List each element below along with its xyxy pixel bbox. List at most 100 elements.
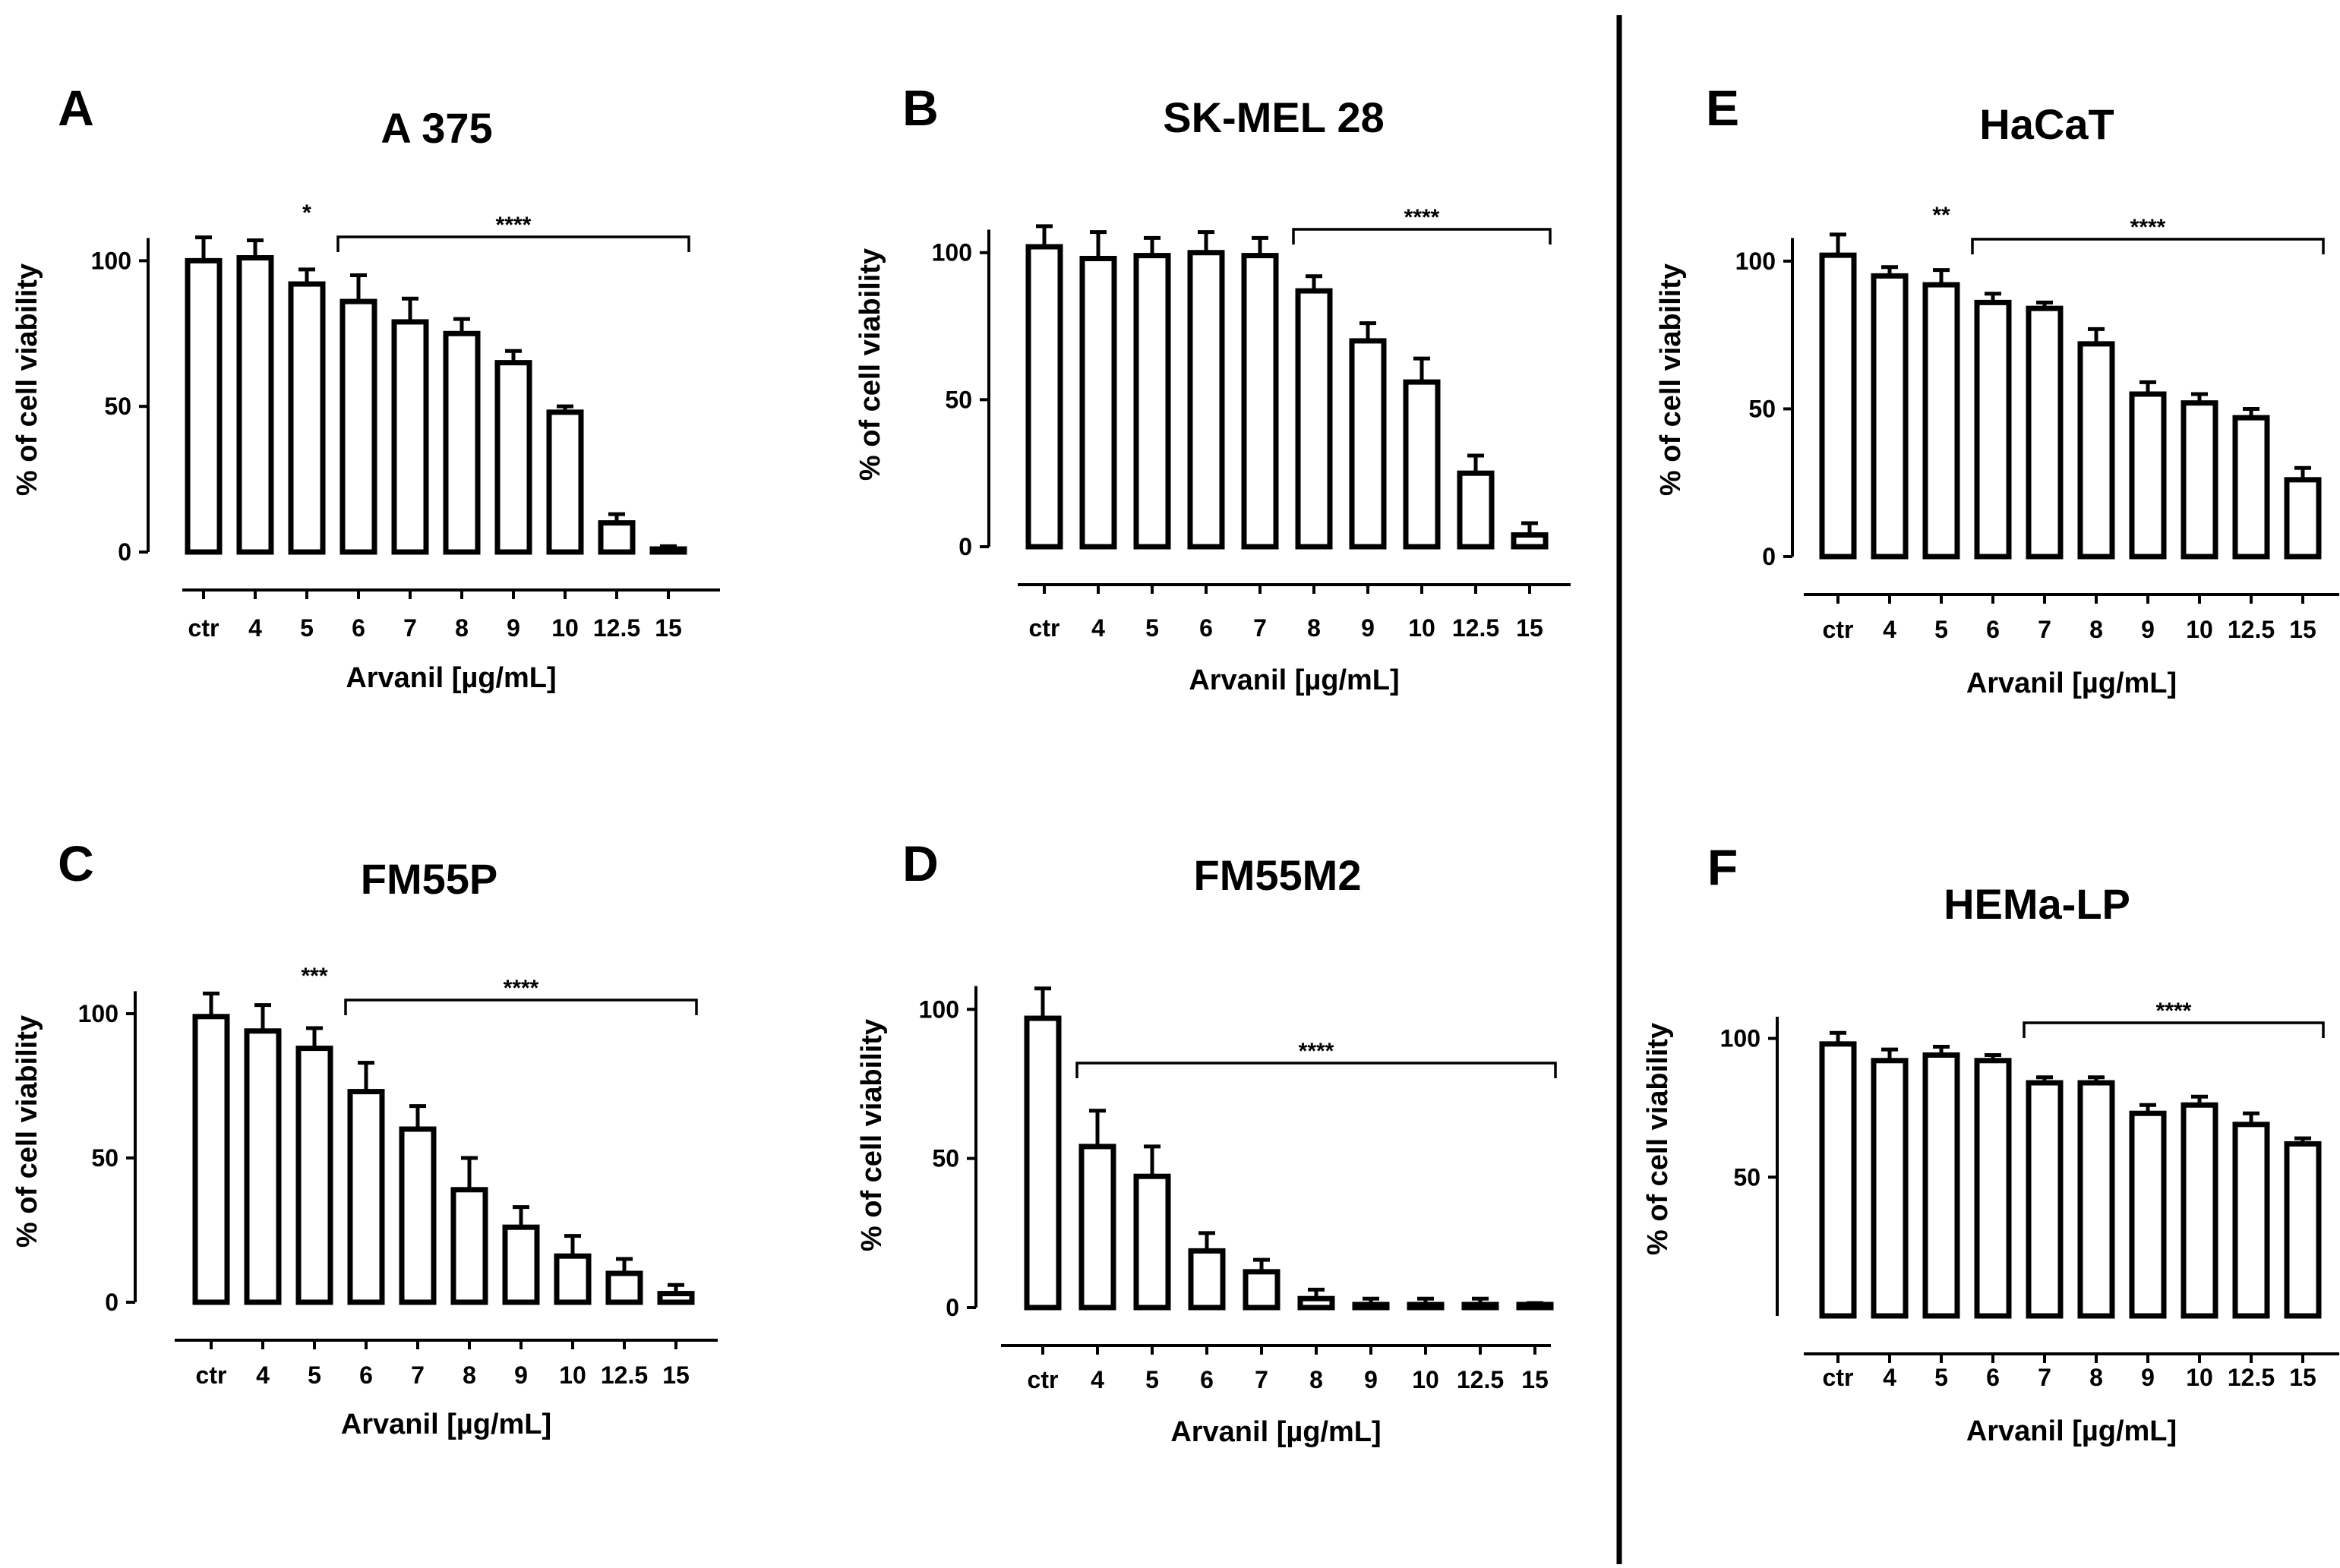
panel-letter: C [58,835,94,891]
y-axis-title: % of cell viability [1655,263,1687,496]
error-bar-7 [402,296,418,322]
error-bar-10 [1417,1296,1434,1305]
error-bar-12-5 [616,1257,633,1273]
y-tick-label-50: 50 [945,386,972,413]
bar-12-5 [598,520,636,555]
chart-title: SK-MEL 28 [1163,93,1384,141]
x-tick-label-7: 7 [2038,1364,2051,1391]
x-axis-title: Arvanil [µg/mL] [1966,1415,2177,1447]
error-bar-15 [668,1282,684,1294]
error-bar-9 [505,349,522,363]
y-tick-label-100: 100 [91,247,131,274]
error-bar-ctr [1034,986,1051,1019]
x-tick-label-10: 10 [559,1361,586,1389]
bar-4 [1871,1058,1909,1319]
bar-9 [2129,391,2167,560]
y-tick-label-0: 0 [946,1294,959,1321]
error-bar-12-5 [1472,1296,1489,1305]
error-bar-ctr [1036,224,1053,247]
x-tick-label-12-5: 12.5 [601,1361,648,1389]
x-tick-label-7: 7 [411,1361,425,1389]
bar-9 [502,1224,540,1305]
chart-title: A 375 [381,104,492,152]
x-tick-label-5: 5 [1934,1364,1948,1391]
bar-10 [1403,379,1441,550]
bar-12-5 [2232,415,2270,560]
x-tick-label-6: 6 [1200,1366,1214,1393]
x-tick-label-9: 9 [1364,1366,1378,1393]
error-bar-4 [1881,265,1898,276]
panel-c: C FM55P 0 50 100 % of cell viability ctr 4 5 6 7 8 9… [11,835,718,1440]
x-tick-label-5: 5 [1934,616,1948,643]
x-tick-label-7: 7 [1253,614,1267,642]
x-tick-label-9: 9 [514,1361,528,1389]
bar-8 [1297,1295,1335,1311]
bar-8 [443,330,481,555]
bar-6 [1974,1058,2012,1319]
bar-ctr [192,1014,230,1305]
x-tick-label-15: 15 [655,614,682,642]
bar-7 [2026,305,2064,560]
bar-10 [1407,1301,1445,1311]
x-tick-label-10: 10 [1412,1366,1439,1393]
x-tick-label-ctr: ctr [196,1361,227,1389]
chart-title: HEMa-LP [1944,880,2130,928]
y-tick-label-50: 50 [932,1145,959,1172]
error-bar-5 [306,1026,323,1049]
bar-8 [2077,1080,2115,1319]
error-bar-12-5 [1467,453,1484,474]
x-tick-label-8: 8 [1307,614,1321,642]
error-bar-6 [358,1061,374,1092]
error-bar-8 [453,317,470,334]
error-bar-6 [1985,1052,2001,1061]
x-tick-label-6: 6 [1986,616,2000,643]
y-tick-label-50: 50 [104,393,131,420]
y-tick-label-50: 50 [91,1144,118,1172]
x-tick-label-15: 15 [1516,614,1543,642]
significance-label-bracket: **** [1299,1039,1334,1064]
error-bar-12-5 [608,512,625,523]
bar-ctr [185,257,223,555]
significance-bracket [344,999,698,1015]
x-tick-label-10: 10 [2186,1364,2213,1391]
significance-label-bracket: **** [2130,215,2166,240]
bar-10 [546,409,584,555]
bar-4 [1079,255,1117,550]
bar-7 [391,319,429,555]
bar-10 [554,1253,592,1305]
significance-bracket [1292,228,1552,245]
x-tick-label-7: 7 [2038,616,2051,643]
x-tick-label-ctr: ctr [1028,1366,1059,1393]
error-bar-15 [660,544,677,549]
error-bar-8 [1306,274,1322,292]
chart-title: FM55M2 [1194,851,1362,899]
error-bar-5 [1933,1045,1950,1055]
significance-bracket [1075,1062,1557,1078]
significance-label-5: ** [1932,203,1950,228]
error-bar-ctr [195,235,212,261]
bar-15 [2284,1141,2322,1319]
y-tick-label-100: 100 [1735,248,1776,275]
x-tick-label-15: 15 [1521,1366,1549,1393]
error-bar-10 [1413,356,1430,383]
x-tick-label-15: 15 [662,1361,690,1389]
y-tick-label-50: 50 [1733,1163,1761,1191]
bar-6 [347,1089,385,1305]
x-tick-label-ctr: ctr [188,614,219,642]
y-tick-label-0: 0 [118,538,131,566]
x-tick-label-4: 4 [1091,614,1105,642]
error-bar-8 [1308,1287,1325,1299]
x-tick-label-ctr: ctr [1029,614,1060,642]
bar-6 [339,298,377,555]
y-tick-label-100: 100 [932,239,972,267]
panel-a: A A 375 0 50 100 % of cell viability ctr 4 5 6 7 8 9… [11,80,720,694]
bar-7 [1241,253,1279,550]
x-tick-label-8: 8 [2089,1364,2103,1391]
error-bar-7 [409,1104,426,1129]
x-tick-label-9: 9 [1361,614,1375,642]
error-bar-7 [2036,1075,2053,1084]
y-tick-label-100: 100 [919,995,959,1023]
x-tick-label-12-5: 12.5 [2228,1364,2275,1391]
chart-title: FM55P [361,855,498,903]
